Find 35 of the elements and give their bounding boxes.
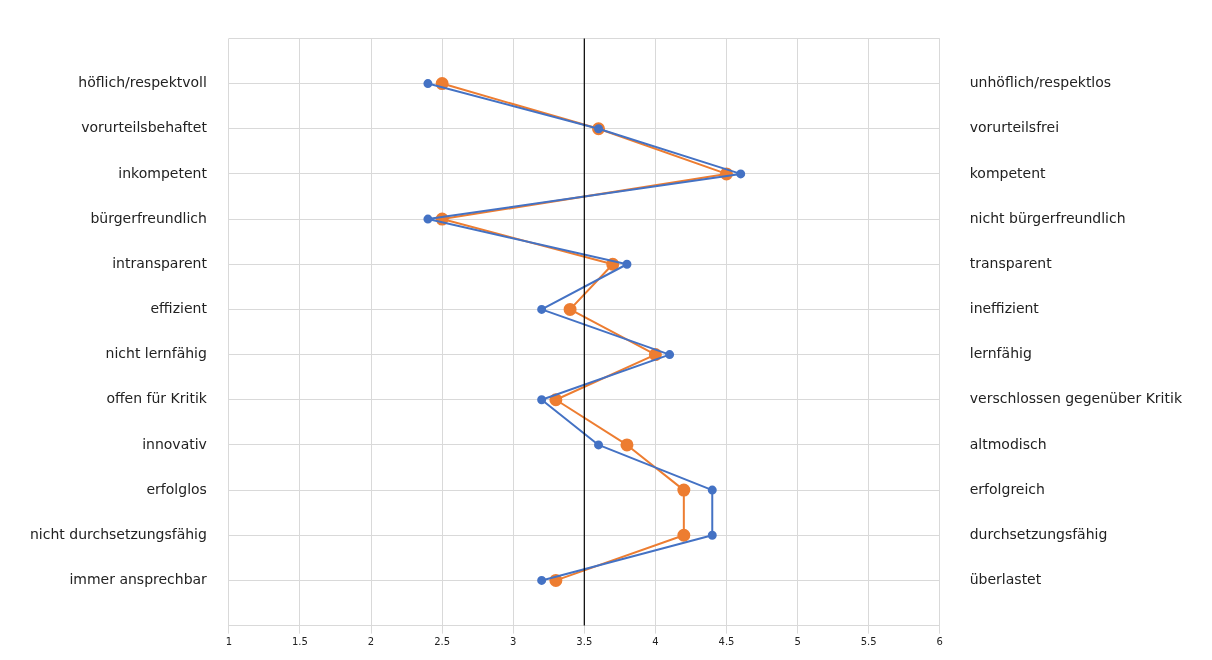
x-tick-label: 5 [794, 636, 801, 648]
x-tick-label: 3 [510, 636, 517, 648]
x-tick-label: 5.5 [860, 636, 877, 648]
x-tick-label: 4 [652, 636, 659, 648]
y-tick-label: vorurteilsbehaftet [81, 119, 208, 136]
y2-tick-label: lernfähig [969, 345, 1032, 362]
y-tick-label: immer ansprechbar [69, 571, 208, 588]
y2-tick-label: transparent [969, 254, 1053, 271]
x-tick-label: 2 [367, 636, 375, 648]
y-tick-label: innovativ [142, 435, 207, 452]
y-tick-label: erfolglos [146, 480, 207, 497]
y-tick-label: effizient [150, 300, 208, 317]
y2-tick-label: überlastet [969, 571, 1042, 588]
y2-tick-label: durchsetzungsfähig [969, 525, 1108, 542]
y2-tick-label: ineffizient [969, 300, 1040, 317]
y-tick-label: höflich/respektvoll [78, 74, 207, 91]
y2-tick-label: verschlossen gegenüber Kritik [969, 390, 1183, 407]
y2-tick-label: erfolgreich [969, 480, 1045, 497]
y-tick-label: offen für Kritik [106, 390, 208, 407]
x-tick-label: 2.5 [434, 636, 451, 648]
x-tick-label: 3.5 [576, 636, 593, 648]
y2-tick-label: kompetent [969, 164, 1047, 181]
x-tick-label: 6 [936, 636, 943, 648]
y2-tick-label: nicht bürgerfreundlich [969, 209, 1126, 226]
y2-tick-label: vorurteilsfrei [969, 119, 1060, 136]
x-tick-label: 1.5 [292, 636, 308, 648]
y2-tick-label: altmodisch [969, 435, 1047, 452]
y2-tick-label: unhöflich/respektlos [969, 74, 1112, 91]
y-tick-label: intransparent [112, 254, 208, 271]
x-tick-label: 4.5 [718, 636, 735, 648]
x-tick-label: 1 [225, 636, 233, 648]
y-tick-label: inkompetent [118, 164, 208, 181]
y-tick-label: nicht lernfähig [105, 345, 207, 362]
y-tick-label: bürgerfreundlich [90, 209, 207, 226]
y-tick-label: nicht durchsetzungsfähig [29, 525, 207, 542]
